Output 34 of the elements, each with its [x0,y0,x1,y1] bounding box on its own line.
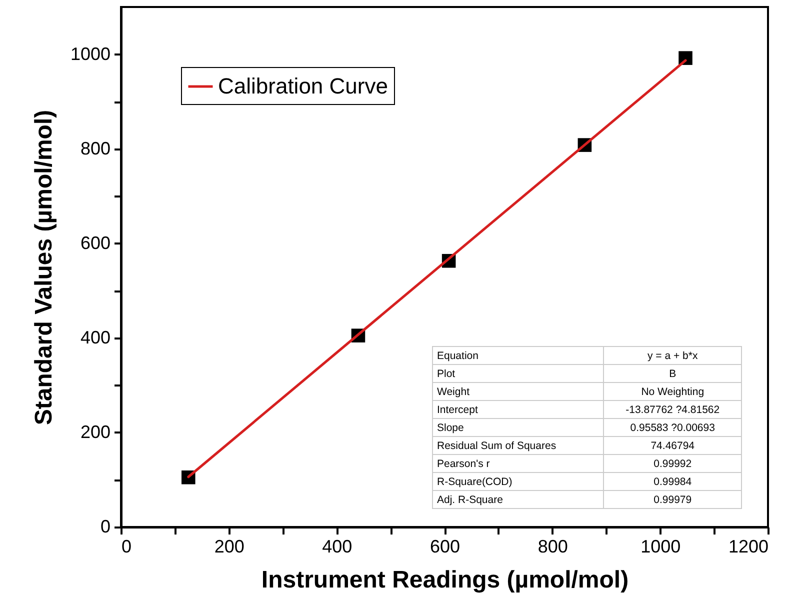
annotation: y = a + b*x [604,346,742,364]
annotation: Adj. R-Square [432,490,604,508]
x-axis-title: Instrument Readings (µmol/mol) [261,566,629,594]
annotation: No Weighting [604,382,742,400]
annotation: B [604,364,742,382]
annotation: 74.46794 [604,436,742,454]
annotation: Pearson's r [432,454,604,472]
annotation: Plot [432,364,604,382]
annotation: 0.99992 [604,454,742,472]
y-tick-label: 800 [80,138,110,158]
y-tick-label: 1000 [70,44,110,64]
x-tick-label: 800 [538,536,568,556]
annotation: 0.95583 ?0.00693 [604,418,742,436]
x-tick-label: 600 [430,536,460,556]
y-axis-title: Standard Values (µmol/mol) [30,110,58,426]
annotation: R-Square(COD) [432,472,604,490]
x-tick-label: 0 [122,536,132,556]
annotation: Weight [432,382,604,400]
annotation: 0.99984 [604,472,742,490]
y-tick-label: 400 [80,327,110,348]
annotation: Equation [432,346,604,364]
y-tick-label: 200 [80,422,110,442]
x-tick-label: 400 [322,536,352,556]
annotation: 0.99979 [604,490,742,508]
annotation: Slope [432,418,604,436]
annotation: Residual Sum of Squares [432,436,604,454]
x-tick-label: 1000 [640,536,681,556]
annotation: Intercept [432,400,604,418]
y-tick-label: 600 [80,232,110,253]
y-tick-label: 0 [100,516,110,536]
x-tick-label: 1200 [728,536,768,556]
x-tick-label: 200 [214,536,244,556]
legend-label: Calibration Curve [218,74,388,98]
annotation: -13.87762 ?4.81562 [604,400,742,418]
